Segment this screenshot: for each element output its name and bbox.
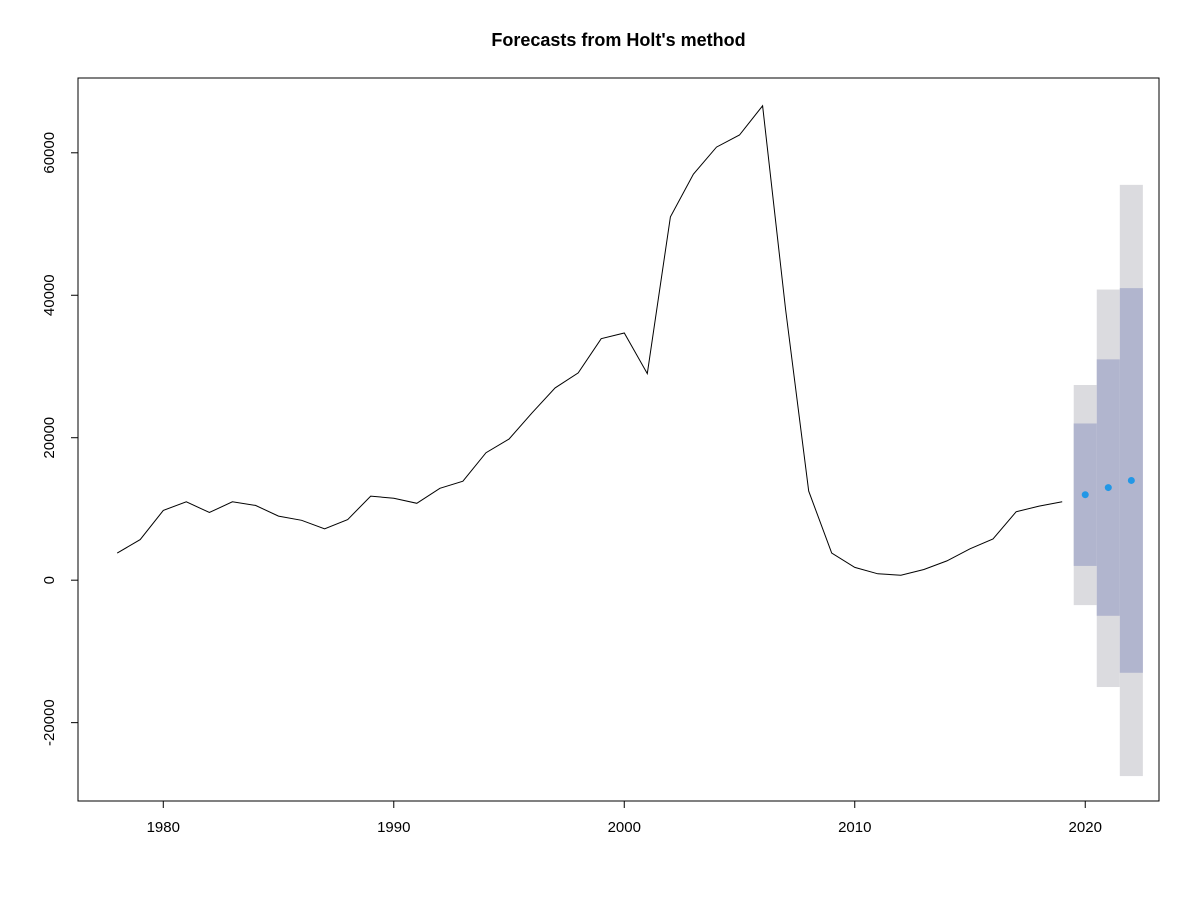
plot-frame <box>77 77 1160 802</box>
forecast-points <box>1081 476 1135 499</box>
x-tick-label-2000: 2000 <box>608 819 641 836</box>
x-tick-label-1980: 1980 <box>147 819 180 836</box>
y-axis: -20000 0 20000 40000 60000 <box>41 132 79 746</box>
forecast-point-2021 <box>1104 484 1112 492</box>
y-tick-label-0: 0 <box>41 576 58 584</box>
series-line-0 <box>116 104 1063 576</box>
y-tick-label-40000: 40000 <box>41 274 58 316</box>
y-tick-label-20000: 20000 <box>41 417 58 459</box>
forecast-point-2020 <box>1081 491 1089 499</box>
x-tick-label-2020: 2020 <box>1069 819 1102 836</box>
y-tick-label--20000: -20000 <box>41 699 58 746</box>
x-tick-label-2010: 2010 <box>838 819 871 836</box>
chart-title: Forecasts from Holt's method <box>491 30 746 50</box>
y-tick-label-60000: 60000 <box>41 132 58 174</box>
x-tick-label-1990: 1990 <box>377 819 410 836</box>
x-axis: 1980 1990 2000 2010 2020 <box>147 800 1102 836</box>
series-lines <box>116 104 1063 576</box>
forecast-point-2022 <box>1127 476 1135 484</box>
